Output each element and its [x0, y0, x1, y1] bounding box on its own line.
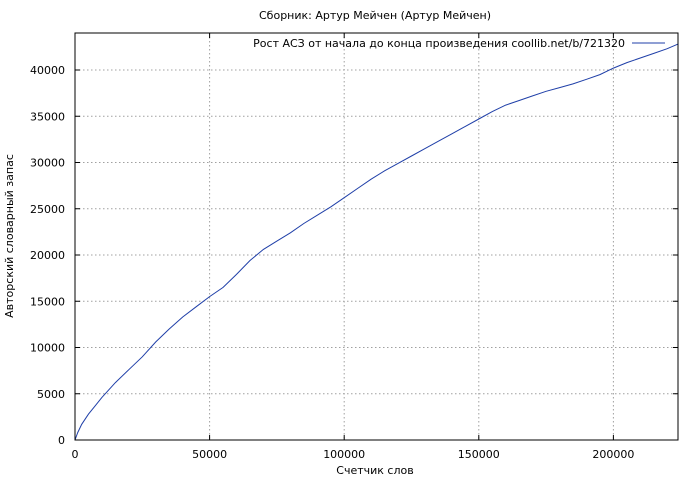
y-tick-label: 10000 [30, 342, 65, 355]
y-tick-label: 25000 [30, 203, 65, 216]
y-tick-label: 5000 [37, 388, 65, 401]
ticks: 0 50000 100000 150000 200000 0 5000 10000 15000 2… [30, 33, 678, 461]
x-tick-label: 0 [72, 448, 79, 461]
y-tick-label: 0 [58, 434, 65, 447]
y-tick-label: 30000 [30, 157, 65, 170]
chart-title: Сборник: Артур Мейчен (Артур Мейчен) [259, 9, 491, 22]
plot-frame [74, 32, 679, 441]
legend-label: Рост АСЗ от начала до конца произведения… [253, 37, 625, 50]
x-tick-label: 150000 [458, 448, 500, 461]
y-tick-label: 40000 [30, 64, 65, 77]
x-tick-label: 200000 [592, 448, 634, 461]
legend: Рост АСЗ от начала до конца произведения… [253, 37, 665, 50]
y-tick-label: 15000 [30, 295, 65, 308]
y-axis-label: Авторский словарный запас [3, 154, 16, 318]
x-tick-label: 50000 [192, 448, 227, 461]
series-line [74, 43, 679, 441]
x-tick-label: 100000 [323, 448, 365, 461]
y-tick-label: 35000 [30, 110, 65, 123]
x-axis-label: Счетчик слов [336, 464, 413, 477]
y-tick-label: 20000 [30, 249, 65, 262]
grid [75, 33, 678, 440]
